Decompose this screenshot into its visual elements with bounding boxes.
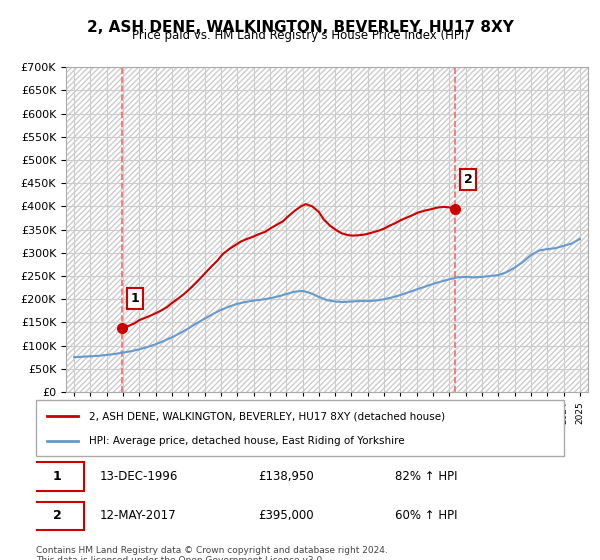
Text: 1: 1 — [131, 292, 139, 305]
Text: 1: 1 — [53, 470, 61, 483]
FancyBboxPatch shape — [36, 400, 564, 456]
Text: £138,950: £138,950 — [258, 470, 314, 483]
Text: £395,000: £395,000 — [258, 509, 313, 522]
Text: 2, ASH DENE, WALKINGTON, BEVERLEY, HU17 8XY (detached house): 2, ASH DENE, WALKINGTON, BEVERLEY, HU17 … — [89, 411, 445, 421]
Text: 2: 2 — [53, 509, 61, 522]
Text: Price paid vs. HM Land Registry's House Price Index (HPI): Price paid vs. HM Land Registry's House … — [131, 29, 469, 42]
Text: 82% ↑ HPI: 82% ↑ HPI — [395, 470, 458, 483]
FancyBboxPatch shape — [31, 463, 83, 491]
FancyBboxPatch shape — [31, 502, 83, 530]
Text: Contains HM Land Registry data © Crown copyright and database right 2024.
This d: Contains HM Land Registry data © Crown c… — [36, 546, 388, 560]
Text: 60% ↑ HPI: 60% ↑ HPI — [395, 509, 458, 522]
Text: 13-DEC-1996: 13-DEC-1996 — [100, 470, 178, 483]
Text: HPI: Average price, detached house, East Riding of Yorkshire: HPI: Average price, detached house, East… — [89, 436, 404, 446]
Text: 12-MAY-2017: 12-MAY-2017 — [100, 509, 176, 522]
Text: 2, ASH DENE, WALKINGTON, BEVERLEY, HU17 8XY: 2, ASH DENE, WALKINGTON, BEVERLEY, HU17 … — [86, 20, 514, 35]
Text: 2: 2 — [464, 173, 472, 186]
